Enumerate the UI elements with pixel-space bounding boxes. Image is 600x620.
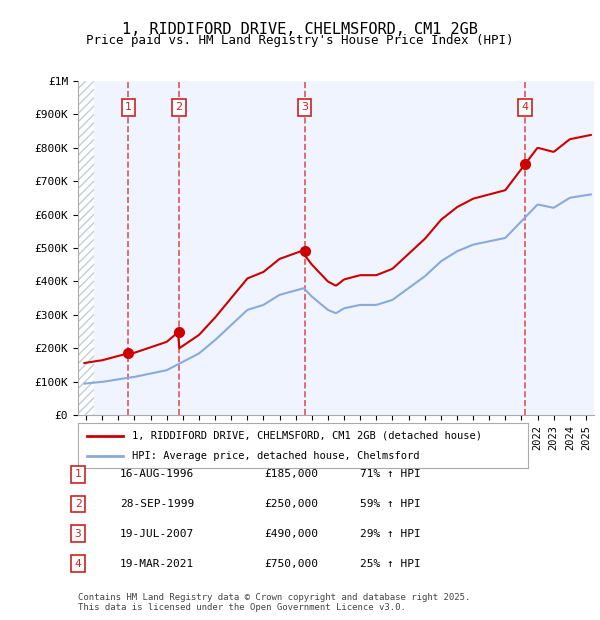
Text: 19-MAR-2021: 19-MAR-2021 bbox=[120, 559, 194, 569]
Text: £750,000: £750,000 bbox=[264, 559, 318, 569]
Text: 2: 2 bbox=[175, 102, 182, 112]
Text: Price paid vs. HM Land Registry's House Price Index (HPI): Price paid vs. HM Land Registry's House … bbox=[86, 34, 514, 47]
Text: 59% ↑ HPI: 59% ↑ HPI bbox=[360, 499, 421, 509]
Text: 1: 1 bbox=[74, 469, 82, 479]
Text: 1: 1 bbox=[125, 102, 132, 112]
Text: £250,000: £250,000 bbox=[264, 499, 318, 509]
Text: Contains HM Land Registry data © Crown copyright and database right 2025.
This d: Contains HM Land Registry data © Crown c… bbox=[78, 593, 470, 612]
Text: 4: 4 bbox=[74, 559, 82, 569]
Text: £490,000: £490,000 bbox=[264, 529, 318, 539]
Bar bbox=[78, 81, 94, 415]
Text: 71% ↑ HPI: 71% ↑ HPI bbox=[360, 469, 421, 479]
Text: 19-JUL-2007: 19-JUL-2007 bbox=[120, 529, 194, 539]
Text: 1, RIDDIFORD DRIVE, CHELMSFORD, CM1 2GB: 1, RIDDIFORD DRIVE, CHELMSFORD, CM1 2GB bbox=[122, 22, 478, 37]
Bar bbox=[94, 81, 594, 415]
Text: 25% ↑ HPI: 25% ↑ HPI bbox=[360, 559, 421, 569]
Text: 28-SEP-1999: 28-SEP-1999 bbox=[120, 499, 194, 509]
Text: HPI: Average price, detached house, Chelmsford: HPI: Average price, detached house, Chel… bbox=[132, 451, 419, 461]
Text: 3: 3 bbox=[301, 102, 308, 112]
Text: 29% ↑ HPI: 29% ↑ HPI bbox=[360, 529, 421, 539]
Text: 2: 2 bbox=[74, 499, 82, 509]
Text: 16-AUG-1996: 16-AUG-1996 bbox=[120, 469, 194, 479]
Text: 3: 3 bbox=[74, 529, 82, 539]
Text: 1, RIDDIFORD DRIVE, CHELMSFORD, CM1 2GB (detached house): 1, RIDDIFORD DRIVE, CHELMSFORD, CM1 2GB … bbox=[132, 431, 482, 441]
Text: 4: 4 bbox=[521, 102, 529, 112]
Text: £185,000: £185,000 bbox=[264, 469, 318, 479]
